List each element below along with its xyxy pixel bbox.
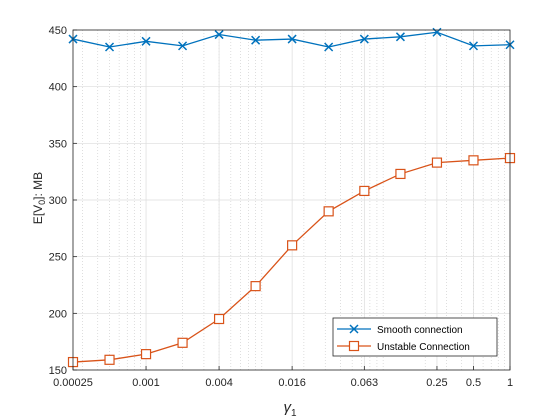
y-tick-label: 150 <box>49 365 67 377</box>
legend-box <box>332 317 498 357</box>
x-axis-label-main: γ <box>283 399 292 416</box>
data-point-smooth <box>141 36 151 46</box>
x-tick-label: 0.25 <box>426 377 447 389</box>
x-tick-label: 0.00025 <box>53 377 93 389</box>
data-point-unstable <box>359 185 370 197</box>
y-tick-label: 450 <box>49 25 67 37</box>
x-axis-label: γ1 <box>283 399 297 419</box>
data-point-unstable <box>431 157 443 168</box>
data-point-unstable <box>395 168 406 180</box>
data-point-smooth <box>395 32 405 42</box>
legend-entry-smooth: Smooth connection <box>337 324 463 336</box>
data-point-unstable <box>287 240 298 251</box>
data-point-unstable <box>250 281 261 292</box>
series-layer <box>67 27 516 368</box>
data-point-unstable <box>323 206 334 217</box>
legend-entry-unstable: Unstable Connection <box>337 340 470 353</box>
legend-label-unstable: Unstable Connection <box>377 342 470 353</box>
y-axis-label: E[V0]: MB <box>31 172 47 224</box>
data-point-smooth <box>178 41 188 51</box>
data-point-smooth <box>251 35 261 45</box>
x-tick-label: 0.063 <box>351 377 379 389</box>
y-tick-label: 300 <box>49 195 67 207</box>
y-tick-label: 200 <box>49 308 67 320</box>
data-point-unstable <box>213 313 225 325</box>
legend: Smooth connection Unstable Connection <box>332 317 498 357</box>
y-axis-label-subscript: 0 <box>37 200 47 205</box>
series-smooth <box>68 27 515 52</box>
legend-label-smooth: Smooth connection <box>377 325 463 336</box>
data-point-unstable <box>104 354 115 365</box>
legend-marker-unstable <box>348 340 360 352</box>
data-point-smooth <box>468 41 479 51</box>
y-tick-label: 400 <box>49 82 67 94</box>
data-point-smooth <box>214 30 224 40</box>
y-tick-label: 350 <box>49 138 67 150</box>
data-point-smooth <box>104 42 115 52</box>
x-tick-label: 0.001 <box>132 377 160 389</box>
data-point-unstable <box>468 155 479 166</box>
data-point-smooth <box>287 34 297 44</box>
y-axis-ticks: 150 200 250 300 350 400 450 <box>49 25 77 377</box>
data-point-smooth <box>324 42 334 52</box>
x-tick-label: 0.004 <box>205 377 233 389</box>
y-tick-label: 250 <box>49 252 67 264</box>
x-axis-ticks: 0.00025 0.001 0.004 0.016 0.063 0.25 0.5 1 <box>53 366 513 389</box>
data-point-unstable <box>177 337 188 348</box>
x-tick-label: 0.016 <box>278 377 306 389</box>
y-axis-label-suffix: ]: MB <box>31 172 45 200</box>
x-axis-label-subscript: 1 <box>291 408 297 419</box>
data-point-smooth <box>359 34 369 44</box>
data-point-unstable <box>140 349 152 360</box>
x-tick-label: 1 <box>507 377 513 389</box>
y-axis-label-main: E[V <box>31 205 45 224</box>
x-tick-label: 0.5 <box>466 377 481 389</box>
legend-marker-smooth <box>349 324 359 334</box>
